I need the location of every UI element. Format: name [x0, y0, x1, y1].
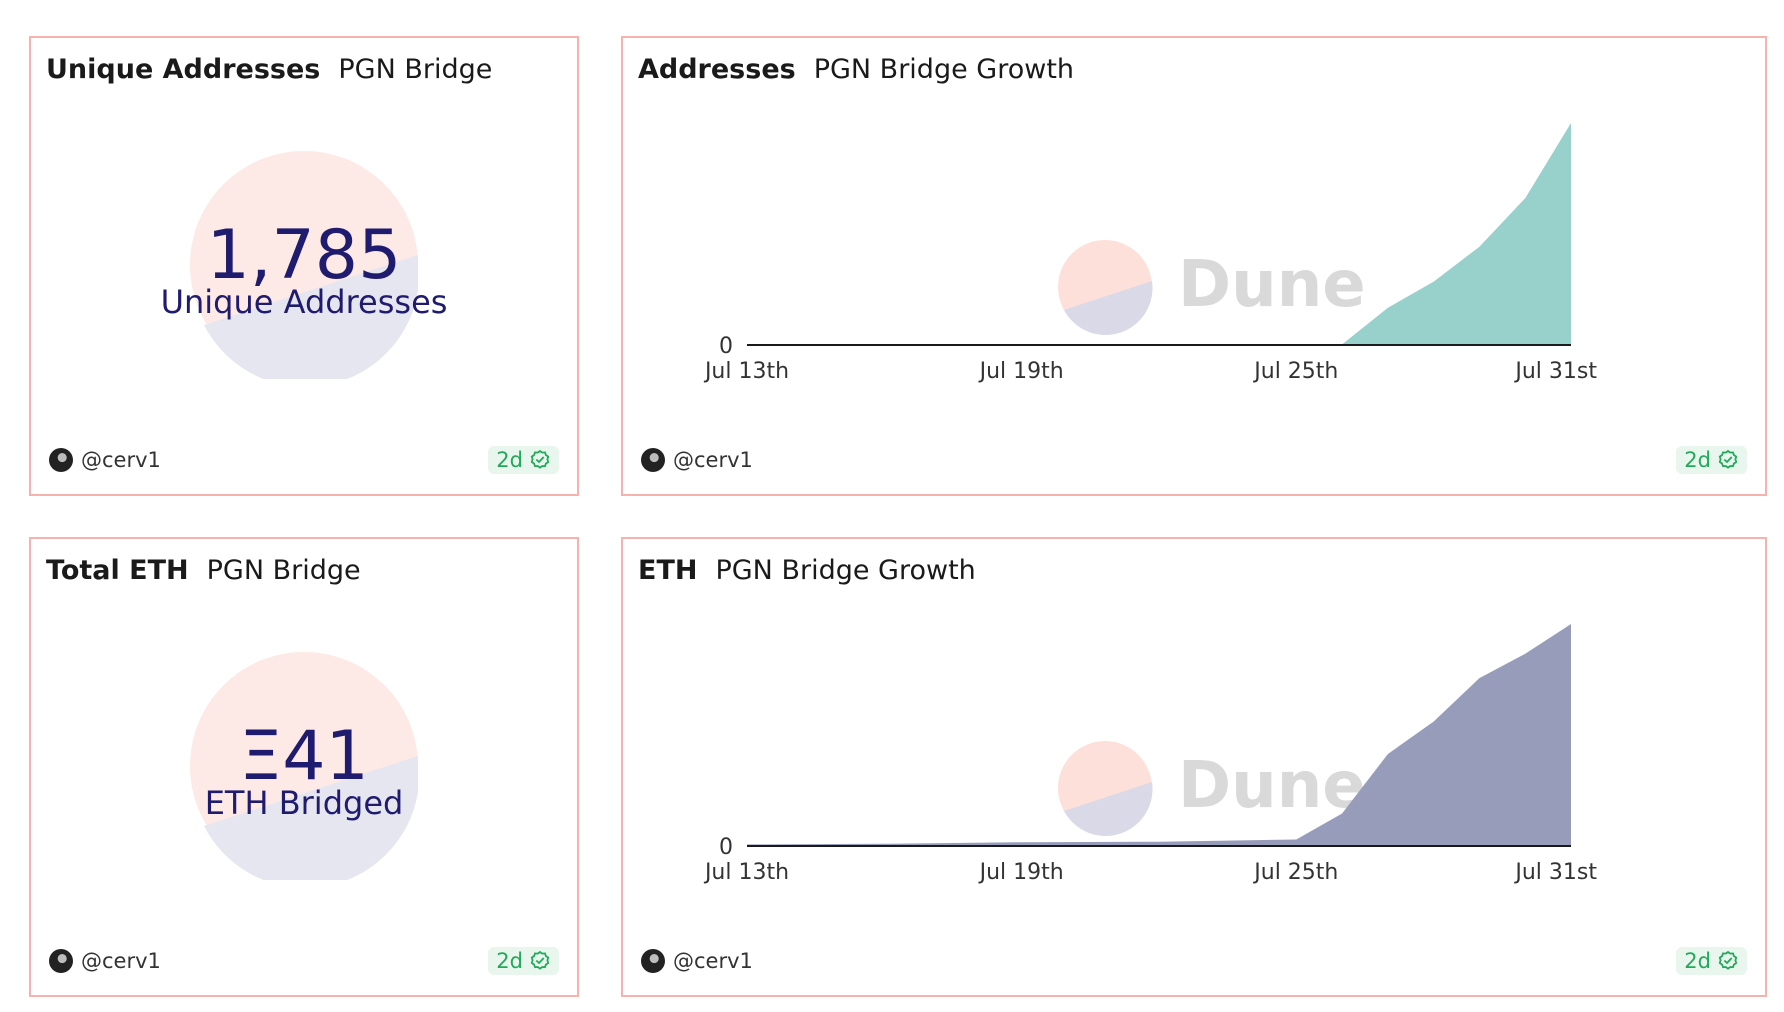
- counter-label: ETH Bridged: [204, 784, 404, 822]
- counter-label: Unique Addresses: [160, 283, 448, 321]
- panel-title-rest: PGN Bridge: [206, 555, 361, 586]
- author-link[interactable]: @cerv1: [49, 448, 161, 472]
- x-tick-label: Jul 31st: [1513, 860, 1597, 885]
- panel-title: Addresses PGN Bridge Growth: [638, 54, 1074, 85]
- panel-title-rest: PGN Bridge Growth: [813, 54, 1075, 85]
- panel-title: Total ETH PGN Bridge: [46, 555, 361, 586]
- watermark-text: Dune: [1178, 749, 1366, 823]
- counter-background-circle: [190, 151, 418, 379]
- counter-value: 1,785: [206, 216, 402, 295]
- avatar-icon: [49, 949, 73, 973]
- verified-check-icon: [1718, 950, 1738, 970]
- avatar-icon: [641, 448, 665, 472]
- counter-background-circle: [190, 652, 418, 880]
- area-series: [747, 624, 1571, 846]
- refresh-badge[interactable]: 2d: [488, 947, 559, 975]
- author-name: @cerv1: [673, 949, 753, 973]
- verified-check-icon: [530, 449, 550, 469]
- counter-value: Ξ41: [239, 717, 369, 796]
- avatar-icon: [49, 448, 73, 472]
- x-tick-label: Jul 19th: [978, 359, 1064, 384]
- eth-growth-panel: ETH PGN Bridge Growth Dune 0 Jul 13th Jul 1…: [621, 537, 1767, 997]
- panel-title-rest: PGN Bridge Growth: [715, 555, 976, 586]
- panel-title-bold: Addresses: [638, 54, 796, 85]
- avatar-icon: [641, 949, 665, 973]
- panel-footer: @cerv1 2d: [49, 446, 559, 476]
- unique-addresses-panel: Unique Addresses PGN Bridge 1,785 Unique …: [29, 36, 579, 496]
- author-name: @cerv1: [81, 949, 161, 973]
- badge-label: 2d: [496, 448, 523, 472]
- panel-footer: @cerv1 2d: [641, 947, 1747, 977]
- refresh-badge[interactable]: 2d: [1676, 947, 1747, 975]
- verified-check-icon: [1718, 449, 1738, 469]
- verified-check-icon: [530, 950, 550, 970]
- panel-title: Unique Addresses PGN Bridge: [46, 54, 492, 85]
- x-tick-label: Jul 13th: [703, 860, 789, 885]
- x-tick-label: Jul 31st: [1513, 359, 1597, 384]
- x-tick-label: Jul 13th: [703, 359, 789, 384]
- author-link[interactable]: @cerv1: [641, 448, 753, 472]
- dune-watermark: Dune: [1058, 240, 1366, 335]
- badge-label: 2d: [496, 949, 523, 973]
- y-tick-label: 0: [719, 334, 733, 359]
- panel-footer: @cerv1 2d: [641, 446, 1747, 476]
- area-series: [747, 123, 1571, 345]
- panel-title: ETH PGN Bridge Growth: [638, 555, 976, 586]
- x-tick-label: Jul 19th: [978, 860, 1064, 885]
- badge-label: 2d: [1684, 949, 1711, 973]
- x-tick-label: Jul 25th: [1252, 860, 1338, 885]
- watermark-text: Dune: [1178, 248, 1366, 322]
- author-name: @cerv1: [81, 448, 161, 472]
- panel-title-bold: Total ETH: [46, 555, 189, 586]
- x-tick-label: Jul 25th: [1252, 359, 1338, 384]
- addresses-growth-panel: Addresses PGN Bridge Growth Dune 0 Jul 13t…: [621, 36, 1767, 496]
- badge-label: 2d: [1684, 448, 1711, 472]
- panel-footer: @cerv1 2d: [49, 947, 559, 977]
- panel-title-rest: PGN Bridge: [338, 54, 493, 85]
- author-link[interactable]: @cerv1: [641, 949, 753, 973]
- author-name: @cerv1: [673, 448, 753, 472]
- refresh-badge[interactable]: 2d: [1676, 446, 1747, 474]
- total-eth-panel: Total ETH PGN Bridge Ξ41 ETH Bridged @cer…: [29, 537, 579, 997]
- panel-title-bold: ETH: [638, 555, 698, 586]
- y-tick-label: 0: [719, 835, 733, 860]
- refresh-badge[interactable]: 2d: [488, 446, 559, 474]
- dune-watermark: Dune: [1058, 741, 1366, 836]
- panel-title-bold: Unique Addresses: [46, 54, 321, 85]
- author-link[interactable]: @cerv1: [49, 949, 161, 973]
